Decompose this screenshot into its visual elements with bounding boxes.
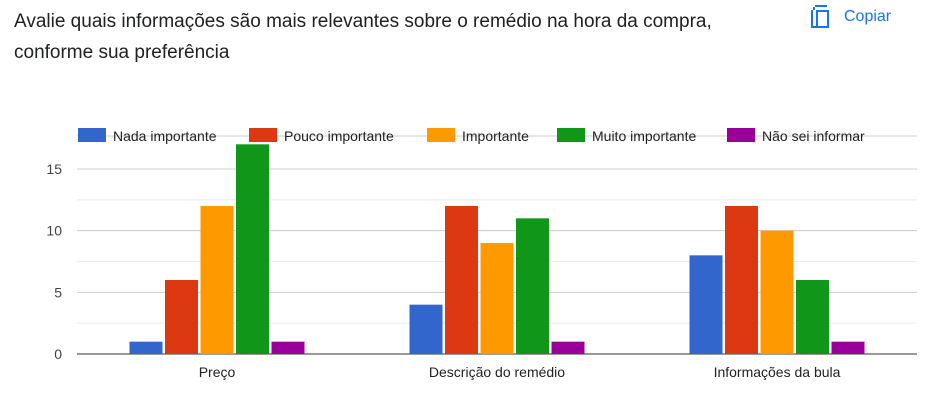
- question-title: Avalie quais informações são mais releva…: [14, 11, 712, 63]
- bar[interactable]: [236, 144, 269, 354]
- bar[interactable]: [725, 206, 758, 354]
- legend-swatch: [427, 128, 455, 142]
- copy-button[interactable]: Copiar: [810, 2, 891, 32]
- bar[interactable]: [271, 341, 305, 354]
- legend-swatch: [249, 128, 277, 142]
- y-tick-label: 15: [46, 161, 62, 177]
- y-tick-label: 0: [54, 346, 62, 362]
- legend-label[interactable]: Importante: [462, 128, 529, 144]
- copy-icon: [810, 4, 832, 30]
- bar[interactable]: [445, 206, 478, 354]
- legend-swatch: [727, 128, 755, 142]
- chart-legend: Nada importante Pouco importante Important…: [78, 128, 865, 144]
- x-tick-label: Informações da bula: [714, 364, 841, 380]
- bar[interactable]: [480, 243, 514, 354]
- x-tick-label: Preço: [199, 364, 236, 380]
- bar[interactable]: [200, 206, 234, 354]
- bar[interactable]: [760, 230, 794, 354]
- legend-label[interactable]: Não sei informar: [762, 128, 865, 144]
- legend-label[interactable]: Nada importante: [113, 128, 217, 144]
- legend-swatch: [557, 128, 585, 142]
- legend-swatch: [78, 128, 106, 142]
- legend-label[interactable]: Muito importante: [592, 128, 696, 144]
- x-axis-labels: Preço Descrição do remédio Informações da …: [199, 364, 841, 380]
- bar[interactable]: [689, 255, 723, 354]
- y-tick-label: 5: [54, 284, 62, 300]
- bar[interactable]: [129, 341, 163, 354]
- bar[interactable]: [409, 304, 443, 354]
- bar[interactable]: [831, 341, 865, 354]
- bar[interactable]: [796, 280, 829, 354]
- bar[interactable]: [551, 341, 585, 354]
- bar[interactable]: [516, 218, 549, 354]
- chart-bars: [129, 144, 865, 354]
- x-tick-label: Descrição do remédio: [429, 364, 565, 380]
- y-axis-labels: 0 5 10 15: [46, 161, 62, 362]
- bar[interactable]: [165, 280, 198, 354]
- y-tick-label: 10: [46, 223, 62, 239]
- copy-label: Copiar: [844, 8, 892, 25]
- legend-label[interactable]: Pouco importante: [284, 128, 394, 144]
